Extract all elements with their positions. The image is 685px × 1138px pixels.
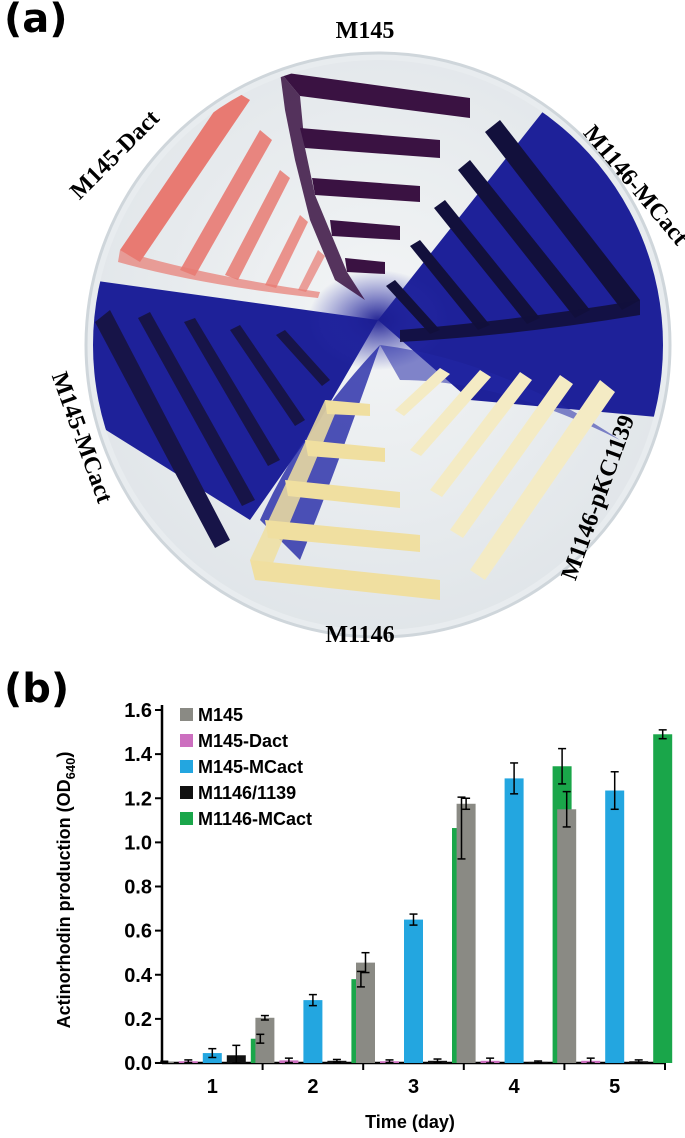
legend-swatch	[180, 734, 193, 747]
y-axis-title-close: )	[54, 752, 74, 758]
legend-label: M145-Dact	[198, 731, 288, 751]
legend-label: M145	[198, 705, 243, 725]
bar	[404, 919, 423, 1063]
y-tick-label: 1.6	[124, 700, 152, 722]
streak-m145	[280, 72, 470, 300]
legend-label: M1146-MCact	[198, 809, 312, 829]
y-tick-label: 1.2	[124, 788, 152, 810]
x-tick-label: 2	[307, 1076, 318, 1098]
legend-swatch	[180, 760, 193, 773]
bar	[504, 778, 524, 1063]
y-tick-label: 0.8	[124, 877, 152, 899]
x-tick-label: 1	[207, 1076, 218, 1098]
chart-error-bars	[160, 729, 667, 1064]
y-axis-title-subscript: 640	[63, 758, 78, 780]
x-tick-label: 5	[609, 1076, 620, 1098]
y-tick-label: 0.6	[124, 921, 152, 943]
streak-m145-mcact	[95, 310, 330, 548]
streak-m1146	[250, 400, 440, 600]
x-axis-title: Time (day)	[365, 1112, 455, 1132]
panel-b-letter: (b)	[4, 666, 70, 712]
y-axis-title-main: Actinorhodin production (OD	[54, 779, 74, 1028]
bar	[605, 790, 625, 1063]
y-tick-label: 0.2	[124, 1009, 152, 1031]
bar	[653, 734, 673, 1063]
legend-swatch	[180, 786, 193, 799]
y-tick-label: 0.4	[124, 965, 153, 987]
chart-ticks: 0.0 0.2 0.4 0.6 0.8 1.0 1.2 1.4 1.6 1 2 3 4 5	[124, 700, 666, 1098]
streak-m1146-mcact	[386, 120, 640, 342]
streak-m145-dact	[118, 88, 325, 298]
y-tick-label: 0.0	[124, 1053, 152, 1075]
plate-label-m145: M145	[336, 18, 395, 44]
y-tick-label: 1.0	[124, 832, 152, 854]
chart-bars	[154, 734, 673, 1063]
bar	[303, 1000, 323, 1063]
legend-label: M1146/1139	[198, 783, 296, 803]
actinorhodin-bar-chart: 0.00.20.40.60.81.01.21.41.61 2 3 4 5 M145M14…	[54, 700, 673, 1132]
streak-m1146-pkc1139	[395, 368, 615, 580]
y-tick-label: 1.4	[124, 744, 153, 766]
petri-dish-photo: M145 M145-Dact M1146-MCact M145-MCact M1…	[46, 18, 685, 648]
bar	[255, 1017, 275, 1063]
legend-swatch	[180, 812, 193, 825]
bar	[456, 803, 476, 1063]
x-tick-label: 3	[408, 1076, 419, 1098]
bar	[557, 809, 577, 1063]
panel-a-letter: (a)	[4, 0, 68, 42]
legend-swatch	[180, 708, 193, 721]
x-tick-label: 4	[509, 1076, 521, 1098]
legend-label: M145-MCact	[198, 757, 303, 777]
plate-label-m1146: M1146	[325, 622, 394, 648]
chart-legend: M145 M145-Dact M145-MCact M1146/1139 M1146-M…	[180, 705, 312, 829]
y-axis-title: Actinorhodin production (OD640)	[54, 752, 78, 1029]
bar	[356, 962, 375, 1063]
